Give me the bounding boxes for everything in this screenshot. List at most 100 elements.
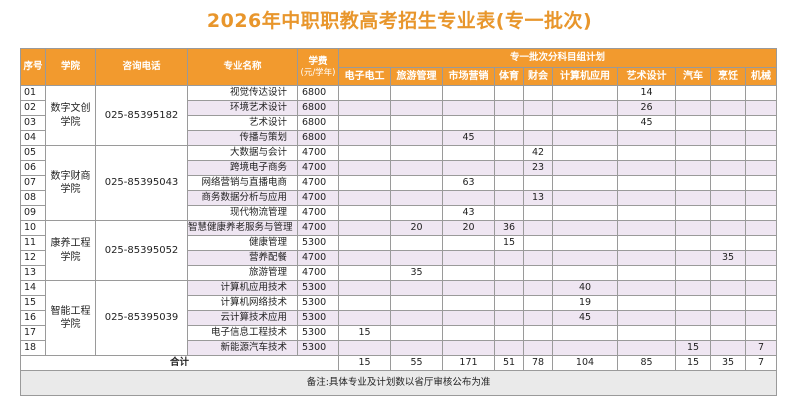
plan-cell (442, 190, 495, 206)
plan-cell (552, 265, 618, 281)
plan-cell (552, 220, 618, 236)
plan-cell (338, 340, 391, 356)
plan-cell (617, 310, 676, 326)
plan-cell: 45 (442, 130, 495, 146)
total-cell: 104 (552, 355, 618, 371)
plan-cell (710, 340, 746, 356)
plan-cell (494, 205, 524, 221)
plan-cell (617, 295, 676, 311)
plan-cell (744, 220, 778, 236)
plan-cell (675, 250, 711, 266)
header-subject: 电子电工 (338, 67, 391, 86)
plan-cell (617, 130, 676, 146)
plan-cell (390, 250, 443, 266)
plan-cell (442, 235, 495, 251)
plan-cell (744, 280, 778, 296)
major-cell: 智慧健康养老服务与管理 (187, 220, 298, 236)
plan-cell (338, 295, 391, 311)
plan-cell (675, 295, 711, 311)
seq-cell: 18 (20, 340, 46, 356)
header-subject: 旅游管理 (390, 67, 443, 86)
plan-cell (675, 265, 711, 281)
header-major: 专业名称 (187, 48, 298, 86)
total-cell: 85 (617, 355, 676, 371)
plan-cell (617, 175, 676, 191)
plan-cell (338, 265, 391, 281)
phone-cell: 025-85395052 (95, 220, 188, 281)
plan-cell (523, 100, 553, 116)
plan-cell (390, 115, 443, 131)
seq-cell: 09 (20, 205, 46, 221)
plan-cell (494, 265, 524, 281)
seq-cell: 12 (20, 250, 46, 266)
plan-cell (494, 325, 524, 341)
total-cell: 51 (494, 355, 524, 371)
plan-cell (390, 340, 443, 356)
fee-cell: 4700 (297, 175, 339, 191)
plan-cell (675, 280, 711, 296)
major-cell: 艺术设计 (187, 115, 298, 131)
plan-cell (494, 145, 524, 161)
plan-cell (523, 175, 553, 191)
plan-cell (675, 235, 711, 251)
plan-cell (338, 310, 391, 326)
plan-cell (442, 265, 495, 281)
plan-cell (617, 160, 676, 176)
table-row: 15 计算机网络技术 5300 19 (20, 295, 778, 311)
header-subject: 财会 (523, 67, 553, 86)
fee-cell: 5300 (297, 280, 339, 296)
plan-cell (744, 115, 778, 131)
plan-cell (494, 85, 524, 101)
plan-cell (744, 160, 778, 176)
plan-cell: 19 (552, 295, 618, 311)
plan-cell (710, 85, 746, 101)
fee-cell: 4700 (297, 145, 339, 161)
seq-cell: 15 (20, 295, 46, 311)
header-phone: 咨询电话 (95, 48, 188, 86)
fee-cell: 5300 (297, 310, 339, 326)
school-cell: 数字财商学院 (45, 145, 96, 221)
plan-cell (617, 190, 676, 206)
seq-cell: 08 (20, 190, 46, 206)
plan-cell (442, 145, 495, 161)
header-subject: 汽车 (675, 67, 711, 86)
plan-cell: 20 (442, 220, 495, 236)
total-cell: 15 (675, 355, 711, 371)
plan-cell (523, 220, 553, 236)
plan-cell (338, 130, 391, 146)
major-cell: 计算机应用技术 (187, 280, 298, 296)
table-row: 09 现代物流管理 4700 43 (20, 205, 778, 221)
fee-cell: 5300 (297, 340, 339, 356)
major-cell: 大数据与会计 (187, 145, 298, 161)
plan-cell (442, 295, 495, 311)
plan-cell (710, 130, 746, 146)
plan-cell (338, 100, 391, 116)
seq-cell: 17 (20, 325, 46, 341)
plan-cell (744, 85, 778, 101)
plan-cell (617, 235, 676, 251)
plan-cell (552, 340, 618, 356)
plan-cell (390, 160, 443, 176)
plan-cell (744, 205, 778, 221)
header-subject: 市场营销 (442, 67, 495, 86)
plan-cell (390, 235, 443, 251)
seq-cell: 06 (20, 160, 46, 176)
plan-cell (442, 85, 495, 101)
total-row: 合计 15 55 171 51 78 104 85 15 35 7 (20, 355, 778, 371)
plan-cell: 42 (523, 145, 553, 161)
major-cell: 健康管理 (187, 235, 298, 251)
plan-cell: 45 (617, 115, 676, 131)
fee-cell: 6800 (297, 130, 339, 146)
plan-cell: 63 (442, 175, 495, 191)
page-title: 2026年中职职教高考招生专业表(专一批次) (206, 10, 593, 32)
fee-cell: 4700 (297, 160, 339, 176)
plan-cell (494, 250, 524, 266)
note-text: 备注:具体专业及计划数以省厅审核公布为准 (19, 370, 778, 396)
plan-cell (390, 295, 443, 311)
plan-cell (617, 250, 676, 266)
plan-cell (523, 115, 553, 131)
plan-cell (675, 205, 711, 221)
plan-cell (617, 340, 676, 356)
plan-cell (710, 115, 746, 131)
plan-cell (675, 310, 711, 326)
